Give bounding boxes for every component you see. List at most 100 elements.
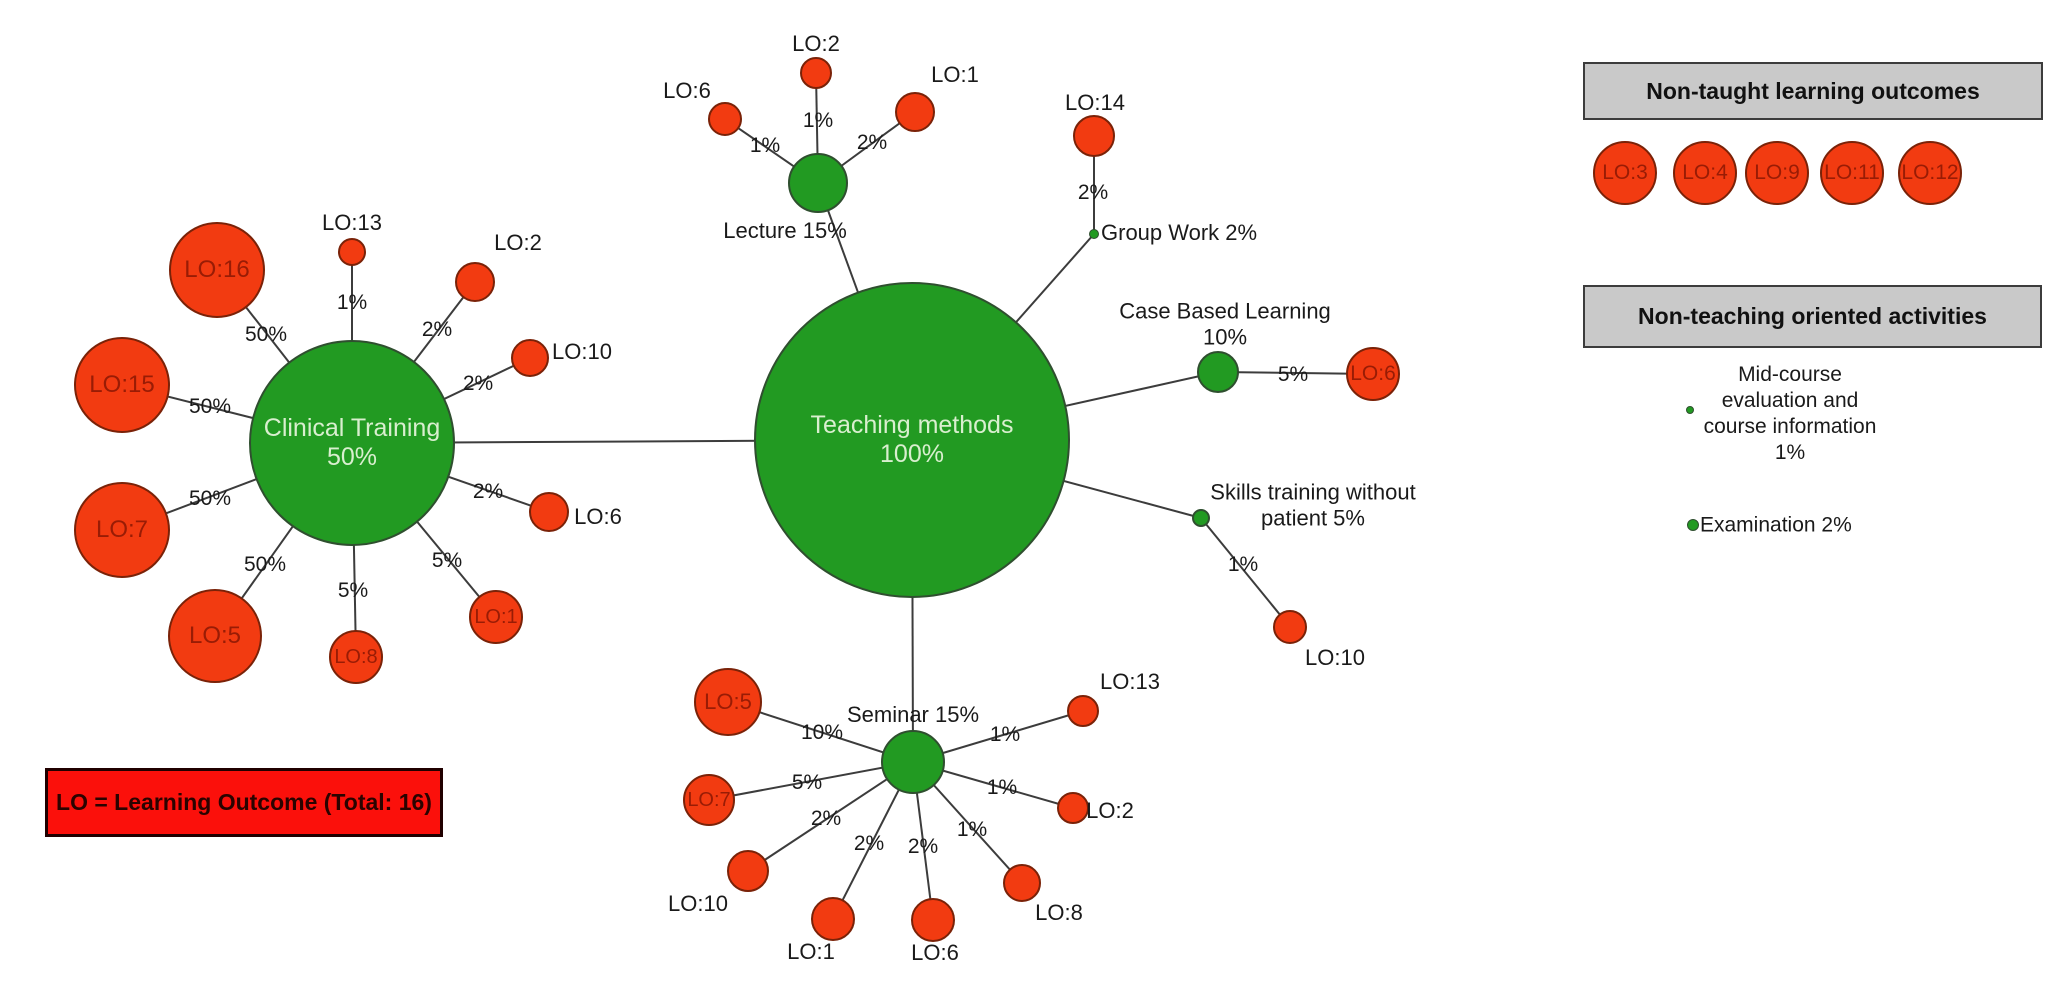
lecture-node [788,153,848,213]
lecture-lo1-node [895,92,935,132]
non-taught-lo11-node: LO:11 [1820,141,1884,205]
clinical-lo1-pct: 5% [431,549,463,572]
lecture-lo6-node [708,102,742,136]
seminar-lo10-pct: 2% [810,807,842,830]
midcourse-label: Mid-course evaluation and course informa… [1704,362,1877,466]
edge-seminar-lo10 [747,761,914,872]
lecture-lo1-outside-label: LO:1 [931,61,979,87]
non-taught-lo12-node: LO:12 [1898,141,1962,205]
groupwork-lo14-pct: 2% [1077,181,1109,204]
edge-seminar-lo7 [708,761,914,801]
seminar-lo1-pct: 2% [853,832,885,855]
midcourse-label-line4: 1% [1774,441,1806,464]
lecture-lo6-pct: 1% [749,134,781,157]
seminar-lo2-outside-label: LO:2 [1086,797,1134,823]
clinical-lo7-node: LO:7 [74,482,170,578]
midcourse-dot [1686,406,1694,414]
case-based-learning-node [1197,351,1239,393]
non-taught-panel-title: Non-taught learning outcomes [1646,77,1980,104]
seminar-lo10-outside-label: LO:10 [668,890,728,916]
group-work-label: Group Work 2% [1101,219,1258,245]
clinical-training-node: Clinical Training 50% [249,340,455,546]
seminar-lo2-pct: 1% [986,776,1018,799]
skills-lo10-outside-label: LO:10 [1305,644,1365,670]
teaching-methods-label-line1: Teaching methods [810,411,1014,440]
clinical-lo1-label: LO:1 [474,605,518,628]
teaching-methods-node: Teaching methods 100% [754,282,1070,598]
clinical-lo6-outside-label: LO:6 [574,503,622,529]
seminar-lo1-outside-label: LO:1 [787,938,835,964]
skills-lo10-pct: 1% [1227,553,1259,576]
case-based-learning-label-line2: 10% [1202,325,1248,350]
clinical-lo10-pct: 2% [462,372,494,395]
lecture-label: Lecture 15% [723,217,847,243]
midcourse-label-line2: evaluation and [1721,389,1859,412]
seminar-lo13-pct: 1% [989,723,1021,746]
groupwork-lo14-outside-label: LO:14 [1065,89,1125,115]
non-taught-lo4-label: LO:4 [1682,160,1728,184]
seminar-lo5-label: LO:5 [704,689,752,715]
non-taught-lo3-label: LO:3 [1602,160,1648,184]
clinical-lo2-node [455,262,495,302]
edge-skills-lo10 [1200,517,1291,628]
non-teaching-panel-title: Non-teaching oriented activities [1638,303,1987,329]
clinical-lo5-node: LO:5 [168,589,262,683]
teaching-methods-label-line2: 100% [880,440,944,468]
seminar-lo6-outside-label: LO:6 [911,939,959,965]
seminar-lo8-pct: 1% [956,818,988,841]
clinical-lo13-node [338,238,366,266]
non-taught-lo4-node: LO:4 [1673,141,1737,205]
lecture-lo2-outside-label: LO:2 [792,30,840,56]
skills-training-label-line1: Skills training without [1210,479,1416,505]
clinical-lo13-pct: 1% [336,291,368,314]
clinical-lo5-pct: 50% [243,553,287,576]
case-based-learning-label-line1: Case Based Learning [1119,298,1331,324]
group-work-node [1089,229,1099,239]
casebased-lo6-node: LO:6 [1346,347,1400,401]
seminar-label: Seminar 15% [846,701,980,727]
clinical-lo8-pct: 5% [337,579,369,602]
clinical-lo5-label: LO:5 [188,622,242,650]
clinical-lo16-label: LO:16 [184,256,250,284]
non-taught-lo9-node: LO:9 [1745,141,1809,205]
clinical-lo10-outside-label: LO:10 [552,338,612,364]
lecture-lo2-pct: 1% [802,109,834,132]
non-taught-lo3-node: LO:3 [1593,141,1657,205]
seminar-lo5-pct: 10% [800,721,844,744]
non-taught-lo11-label: LO:11 [1824,160,1880,184]
non-taught-panel-header: Non-taught learning outcomes [1583,62,2043,120]
lecture-lo1-pct: 2% [856,131,888,154]
groupwork-lo14-node [1073,115,1115,157]
seminar-lo5-node: LO:5 [694,668,762,736]
seminar-lo7-label: LO:7 [687,788,731,811]
skills-training-node [1192,509,1210,527]
lecture-lo6-outside-label: LO:6 [663,77,711,103]
skills-training-label: Skills training without patient 5% [1210,480,1415,533]
seminar-lo10-node [727,850,769,892]
seminar-lo13-node [1067,695,1099,727]
legend-box: LO = Learning Outcome (Total: 16) [45,768,443,837]
clinical-lo2-pct: 2% [421,318,453,341]
seminar-lo13-outside-label: LO:13 [1100,668,1160,694]
non-teaching-panel-header: Non-teaching oriented activities [1583,285,2042,348]
midcourse-label-line1: Mid-course [1738,363,1842,386]
seminar-lo7-node: LO:7 [683,774,735,826]
legend-text: LO = Learning Outcome (Total: 16) [56,789,432,815]
casebased-lo6-pct: 5% [1277,363,1309,386]
clinical-lo6-pct: 2% [472,480,504,503]
seminar-lo6-pct: 2% [907,835,939,858]
clinical-lo8-label: LO:8 [334,645,378,668]
clinical-lo10-node [511,339,549,377]
seminar-lo7-pct: 5% [791,771,823,794]
seminar-lo6-node [911,898,955,942]
skills-lo10-node [1273,610,1307,644]
skills-training-label-line2: patient 5% [1261,506,1365,531]
clinical-lo16-node: LO:16 [169,222,265,318]
case-based-learning-label: Case Based Learning 10% [1119,299,1331,352]
clinical-lo7-label: LO:7 [95,516,149,544]
clinical-lo7-pct: 50% [188,487,232,510]
clinical-lo15-label: LO:15 [89,371,155,399]
examination-dot [1687,519,1699,531]
clinical-lo13-outside-label: LO:13 [322,209,382,235]
